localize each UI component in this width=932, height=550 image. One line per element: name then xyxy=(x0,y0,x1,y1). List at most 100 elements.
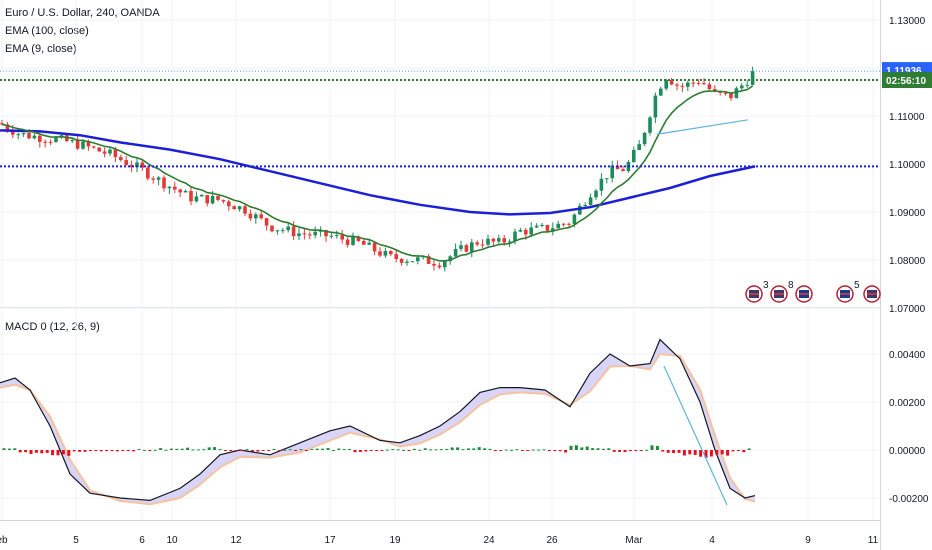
macd-histogram-bar xyxy=(385,449,389,451)
candle-body xyxy=(426,256,431,264)
candle-body xyxy=(669,79,674,85)
macd-histogram-bar xyxy=(240,450,244,451)
price-panel: 3 8 5 xyxy=(0,66,881,303)
candle-body xyxy=(578,205,582,215)
macd-histogram-bar xyxy=(51,450,55,456)
macd-histogram-bar xyxy=(402,449,406,451)
candle-body xyxy=(723,92,728,94)
macd-histogram-bar xyxy=(29,450,33,455)
candle-body xyxy=(691,82,695,84)
macd-histogram-bar xyxy=(364,450,368,452)
ema-100-line xyxy=(0,129,756,216)
trend-line xyxy=(656,119,749,135)
macd-histogram-bar xyxy=(472,448,476,450)
time-tick-label: 9 xyxy=(805,535,811,546)
macd-histogram-bar xyxy=(726,450,730,456)
candle-body xyxy=(745,84,749,86)
candle-body xyxy=(38,135,42,142)
countdown-box xyxy=(882,72,932,88)
macd-histogram-bar xyxy=(267,450,271,451)
macd-histogram-bar xyxy=(304,450,308,451)
macd-histogram-bar xyxy=(277,450,281,451)
macd-histogram-bar xyxy=(99,450,103,452)
macd-histogram-bar xyxy=(699,450,703,457)
time-tick-label: 12 xyxy=(230,535,242,546)
macd-histogram-bar xyxy=(218,449,222,451)
candle-body xyxy=(362,240,366,245)
candle-body xyxy=(448,256,452,262)
candle-body xyxy=(443,261,447,268)
chart-axes: eb56101217192426Mar49111.130001.120001.1… xyxy=(0,16,932,546)
candle-body xyxy=(32,135,37,139)
candle-body xyxy=(740,85,744,89)
macd-trend-line xyxy=(663,365,728,506)
candle-body xyxy=(124,160,128,165)
candle-body xyxy=(210,195,215,204)
candle-body xyxy=(675,84,679,86)
macd-histogram-bar xyxy=(288,449,292,451)
macd-histogram-bar xyxy=(299,449,303,451)
candle-body xyxy=(464,245,469,252)
candle-body xyxy=(216,195,220,200)
macd-histogram-bar xyxy=(747,448,751,450)
macd-histogram-bar xyxy=(283,449,287,451)
macd-histogram-bar xyxy=(650,445,654,450)
candle-body xyxy=(696,82,701,84)
macd-histogram-bar xyxy=(191,449,195,451)
candle-body xyxy=(27,133,31,139)
candle-body xyxy=(599,178,604,191)
candle-body xyxy=(734,88,739,99)
macd-histogram-bar xyxy=(180,448,184,450)
macd-histogram-bar xyxy=(256,450,260,452)
candle-body xyxy=(534,225,539,228)
chart-grid xyxy=(0,0,881,550)
time-tick-label: 10 xyxy=(166,535,178,546)
macd-histogram-bar xyxy=(24,450,28,453)
macd-histogram-bar xyxy=(186,447,190,450)
macd-histogram-bar xyxy=(213,447,217,450)
macd-histogram-bar xyxy=(375,450,379,451)
candle-body xyxy=(561,223,566,225)
candle-body xyxy=(97,147,101,152)
candle-body xyxy=(470,242,474,252)
candle-body xyxy=(167,186,172,189)
macd-histogram-bar xyxy=(537,449,541,451)
time-tick-label: 5 xyxy=(73,535,79,546)
candle-body xyxy=(648,117,652,133)
event-count: 3 xyxy=(763,280,769,291)
macd-histogram-bar xyxy=(466,448,470,450)
price-tick-label: 1.13000 xyxy=(889,16,926,27)
macd-histogram-bar xyxy=(202,449,206,451)
candle-body xyxy=(11,129,15,135)
candle-body xyxy=(551,228,555,231)
macd-histogram-bar xyxy=(121,450,125,451)
macd-histogram-bar xyxy=(94,450,98,451)
macd-histogram-bar xyxy=(342,449,346,451)
candle-body xyxy=(140,162,145,168)
candle-body xyxy=(394,254,398,259)
candle-body xyxy=(119,157,123,161)
price-tick-label: 1.11000 xyxy=(889,112,925,123)
candle-body xyxy=(135,162,139,168)
macd-histogram-bar xyxy=(164,449,168,451)
candle-body xyxy=(642,132,647,145)
macd-histogram-bar xyxy=(331,449,335,451)
economic-event-icon xyxy=(795,285,813,303)
candle-body xyxy=(702,83,706,85)
macd-histogram-bar xyxy=(736,450,740,452)
macd-histogram-bar xyxy=(196,449,200,451)
macd-histogram-bar xyxy=(499,450,503,451)
candle-body xyxy=(270,225,274,232)
candle-body xyxy=(610,165,614,179)
macd-histogram-bar xyxy=(450,447,454,450)
macd-histogram-bar xyxy=(623,450,627,453)
candle-body xyxy=(713,89,717,92)
macd-histogram-bar xyxy=(13,448,17,450)
macd-histogram-bar xyxy=(591,448,595,450)
economic-event-icon xyxy=(863,285,881,303)
candle-body xyxy=(707,84,712,90)
macd-histogram-bar xyxy=(461,449,465,451)
candle-body xyxy=(178,189,182,193)
macd-histogram-bar xyxy=(547,450,551,451)
